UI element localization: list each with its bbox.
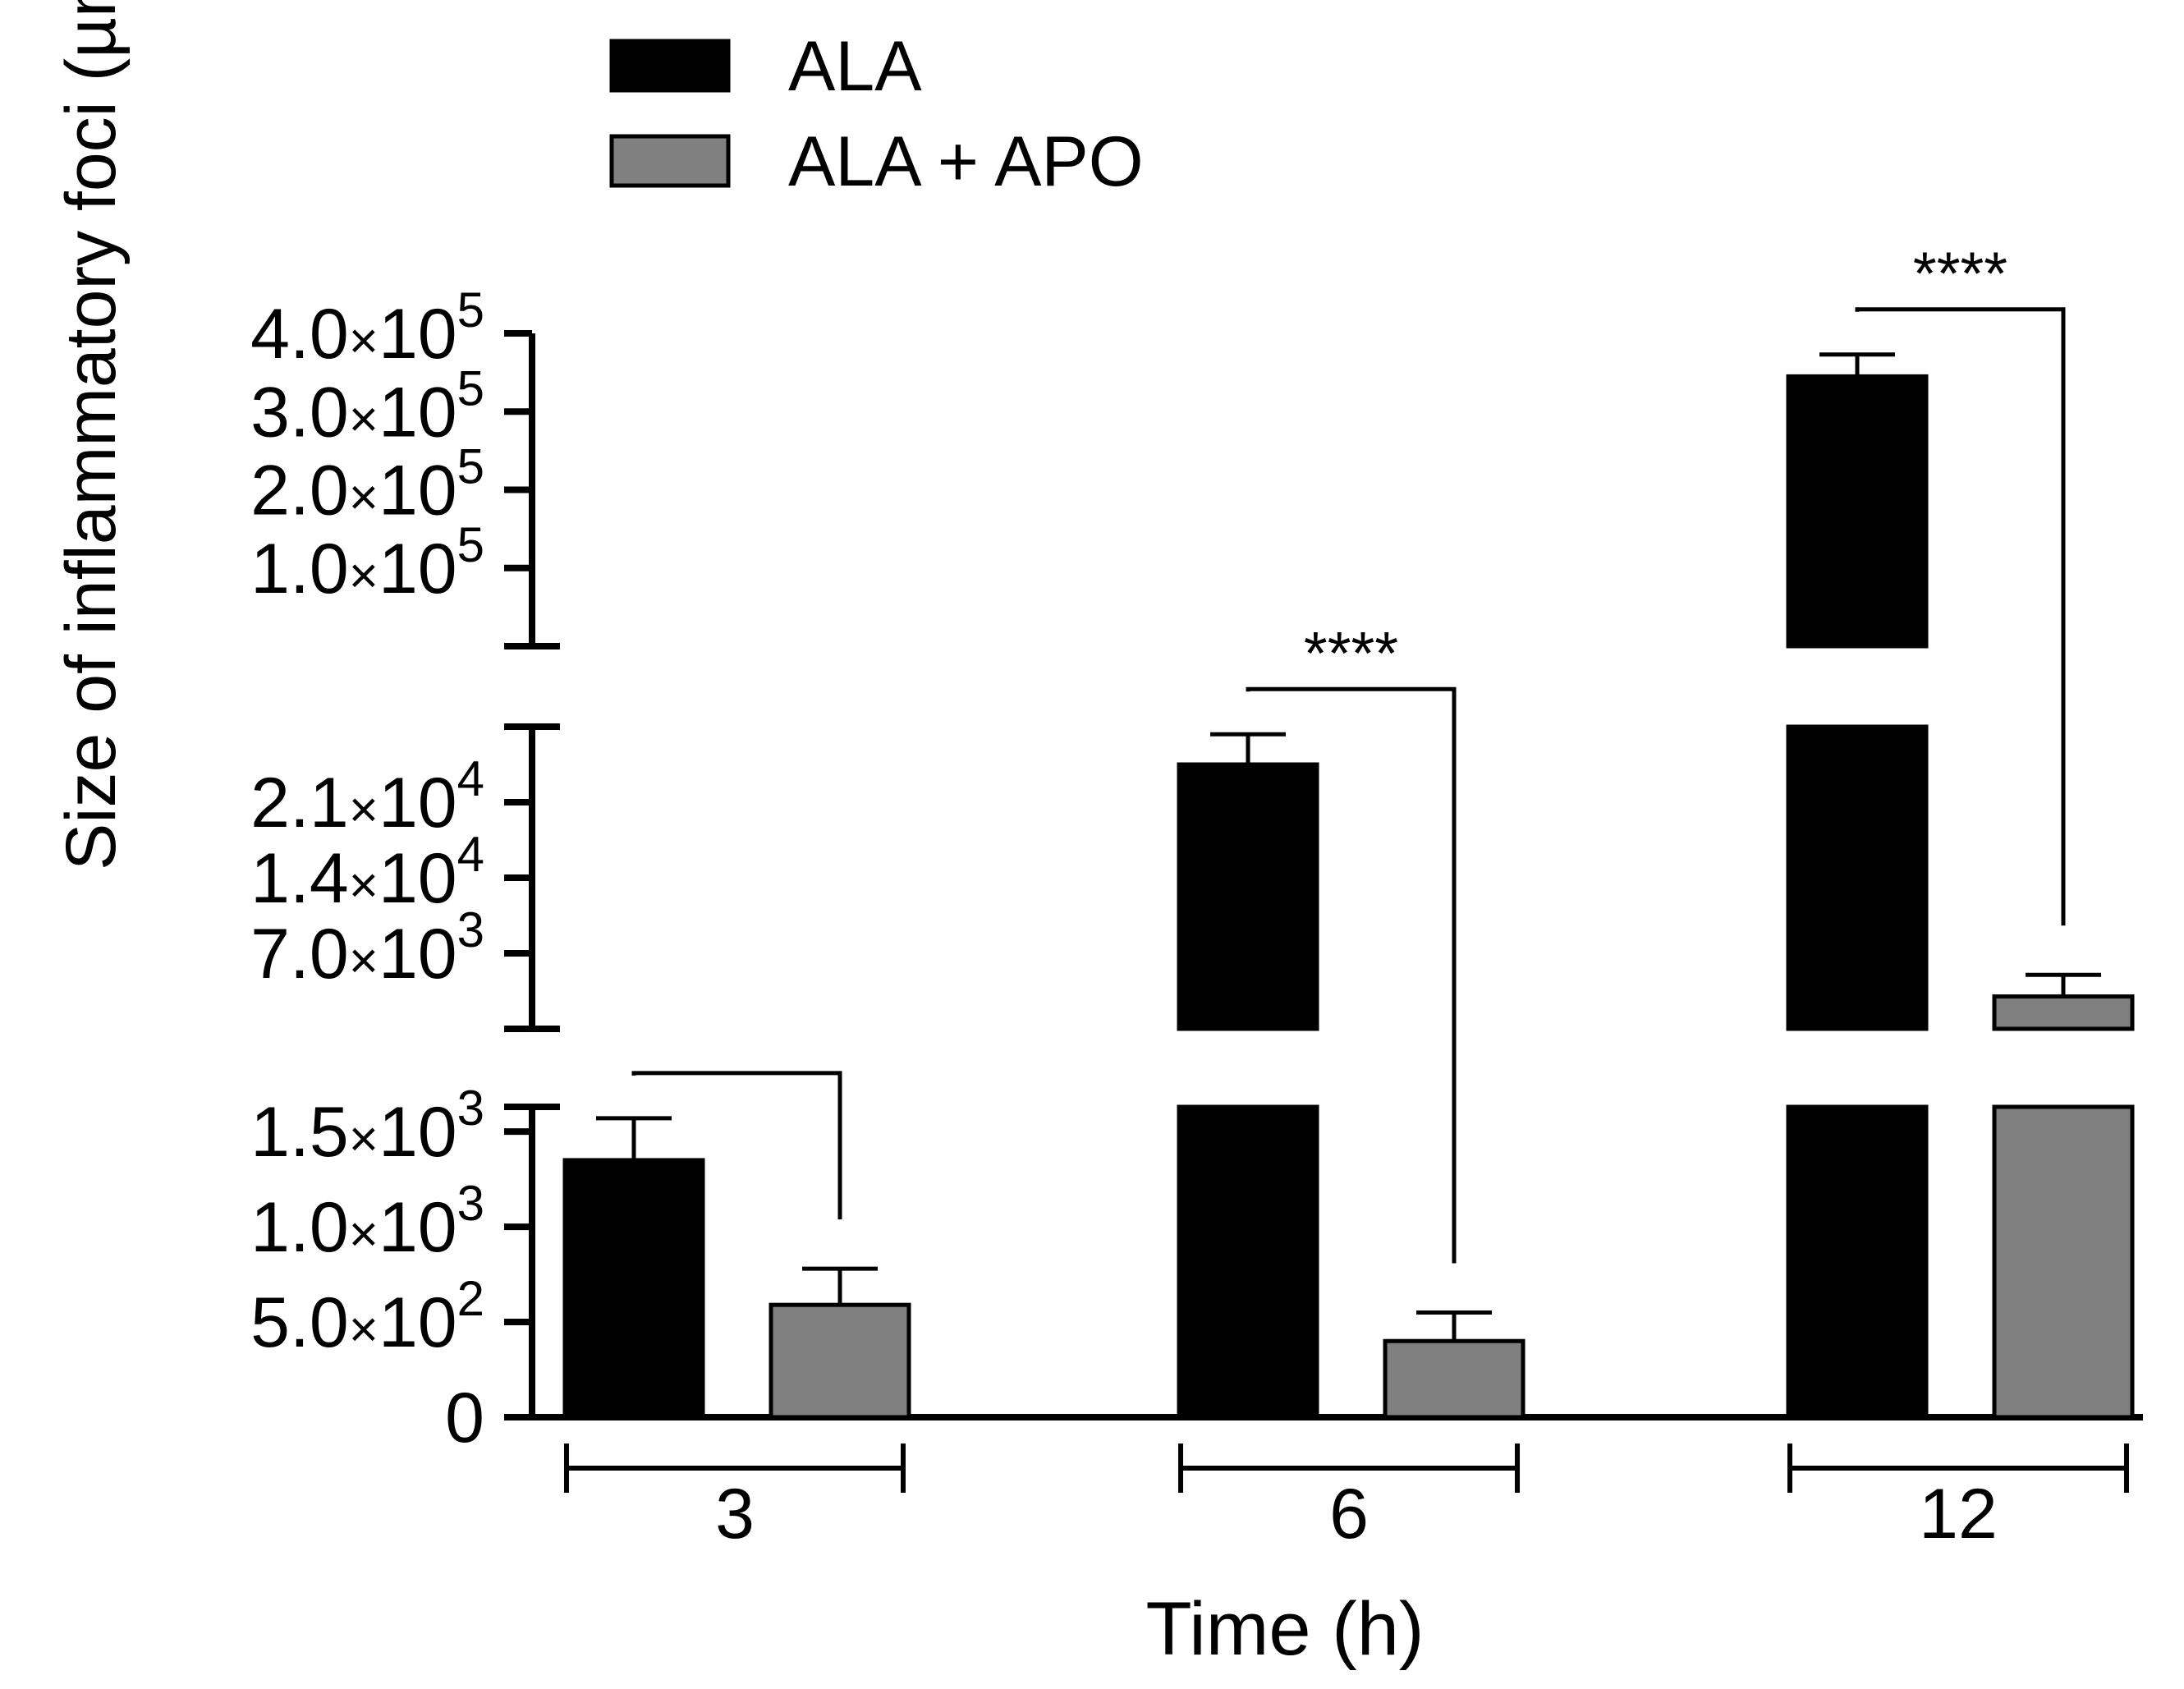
tick-label-part: 1.0 — [250, 1188, 349, 1267]
bar-ala-12-seg3 — [1786, 374, 1929, 649]
tick-label-part: 10 — [379, 452, 457, 530]
axes: 05.0×1021.0×1031.5×1037.0×1031.4×1042.1×… — [250, 282, 2143, 1457]
tick-label-part: 2.0 — [250, 452, 349, 530]
significance-label-6: **** — [1304, 619, 1398, 687]
significance-annotations: **** **** — [631, 240, 2066, 1264]
x-axis-title: Time (h) — [1145, 1587, 1424, 1671]
tick-label-part: 3 — [457, 902, 484, 957]
y-tick-label-1-2: 5.0×102 — [250, 1271, 484, 1362]
tick-label-part: 10 — [379, 764, 457, 842]
tick-label-part: 1.5 — [250, 1093, 349, 1172]
tick-label-part: 10 — [379, 373, 457, 452]
significance-label-12: **** — [1913, 240, 2007, 308]
tick-label-part: × — [349, 548, 379, 604]
tick-label-part: 5 — [457, 439, 484, 494]
y-tick-label-3-1: 1.0×105 — [250, 517, 484, 608]
tick-label-part: 1.0 — [250, 530, 349, 608]
tick-label-part: 2 — [457, 1271, 484, 1326]
tick-label-part: 10 — [379, 295, 457, 374]
tick-label-part: × — [349, 782, 379, 838]
y-tick-label-1-4: 1.5×103 — [250, 1081, 484, 1172]
y-tick-label-1-3: 1.0×103 — [250, 1176, 484, 1267]
tick-label-part: 5 — [457, 360, 484, 415]
bar-alaapo-3-seg1 — [769, 1302, 911, 1420]
y-tick-label-1-1: 0 — [445, 1379, 484, 1457]
tick-label-part: 5.0 — [250, 1283, 349, 1362]
bars — [562, 352, 2135, 1420]
y-axis-title: Size of inflammatory foci (µm2) — [44, 0, 131, 870]
bar-ala-12-seg1 — [1786, 1104, 1929, 1420]
y-tick-label-3-3: 3.0×105 — [250, 360, 484, 452]
tick-label-part: 10 — [379, 915, 457, 994]
y-tick-label-3-4: 4.0×105 — [250, 282, 484, 374]
bar-ala-3-seg1 — [562, 1158, 705, 1420]
tick-label-part: 4 — [457, 827, 484, 882]
significance-bracket-6 — [1246, 686, 1457, 1264]
tick-label-part: × — [349, 1111, 379, 1168]
significance-bracket-12 — [1855, 307, 2066, 926]
tick-label-part: 3 — [457, 1176, 484, 1231]
tick-label-part: × — [349, 470, 379, 526]
tick-label-part: 3 — [457, 1081, 484, 1136]
bar-ala-6-seg1 — [1177, 1104, 1319, 1420]
tick-label-part: 10 — [379, 1093, 457, 1172]
tick-label-part: 1.4 — [250, 839, 349, 918]
tick-label-part: × — [349, 313, 379, 369]
tick-label-part: 3.0 — [250, 373, 349, 452]
tick-label-part: 10 — [379, 839, 457, 918]
tick-label-part: 10 — [379, 1283, 457, 1362]
x-axis: 3 6 12 Time (h) — [564, 1443, 2129, 1671]
bar-ala-6-seg2 — [1177, 762, 1319, 1031]
tick-label-part: 4 — [457, 751, 484, 806]
tick-label-part: × — [349, 391, 379, 447]
tick-label-part: 5 — [457, 517, 484, 572]
y-tick-label-2-3: 2.1×104 — [250, 751, 484, 842]
tick-label-part: 5 — [457, 282, 484, 337]
legend-label-1: ALA — [788, 27, 922, 106]
y-tick-label-2-1: 7.0×103 — [250, 902, 484, 994]
bar-alaapo-12-seg1 — [1992, 1104, 2135, 1420]
tick-label-part: 4.0 — [250, 295, 349, 374]
tick-label-part: × — [349, 857, 379, 914]
x-tick-label-3: 3 — [715, 1475, 755, 1554]
x-tick-label-6: 6 — [1329, 1475, 1369, 1554]
bar-alaapo-12-seg2 — [1992, 994, 2135, 1031]
y-tick-label-3-2: 2.0×105 — [250, 439, 484, 530]
tick-label-part: × — [349, 1206, 379, 1263]
legend-label-2: ALA + APO — [788, 122, 1144, 201]
tick-label-part: 10 — [379, 1188, 457, 1267]
bar-alaapo-6-seg1 — [1383, 1338, 1526, 1420]
tick-label-part: × — [349, 933, 379, 989]
y-tick-label-2-2: 1.4×104 — [250, 827, 484, 918]
bar-ala-12-seg2 — [1786, 724, 1929, 1031]
tick-label-part: × — [349, 1301, 379, 1358]
legend-swatch-2 — [609, 134, 731, 188]
legend: ALA ALA + APO — [609, 27, 1144, 201]
legend-swatch-1 — [609, 39, 731, 93]
tick-label-part: 10 — [379, 530, 457, 608]
tick-label-part: 2.1 — [250, 764, 349, 842]
y-axis-title-text: Size of inflammatory foci (µm2) — [44, 0, 131, 870]
tick-label-part: 7.0 — [250, 915, 349, 994]
x-tick-label-12: 12 — [1919, 1475, 1998, 1554]
significance-bracket-3 — [631, 1071, 842, 1220]
